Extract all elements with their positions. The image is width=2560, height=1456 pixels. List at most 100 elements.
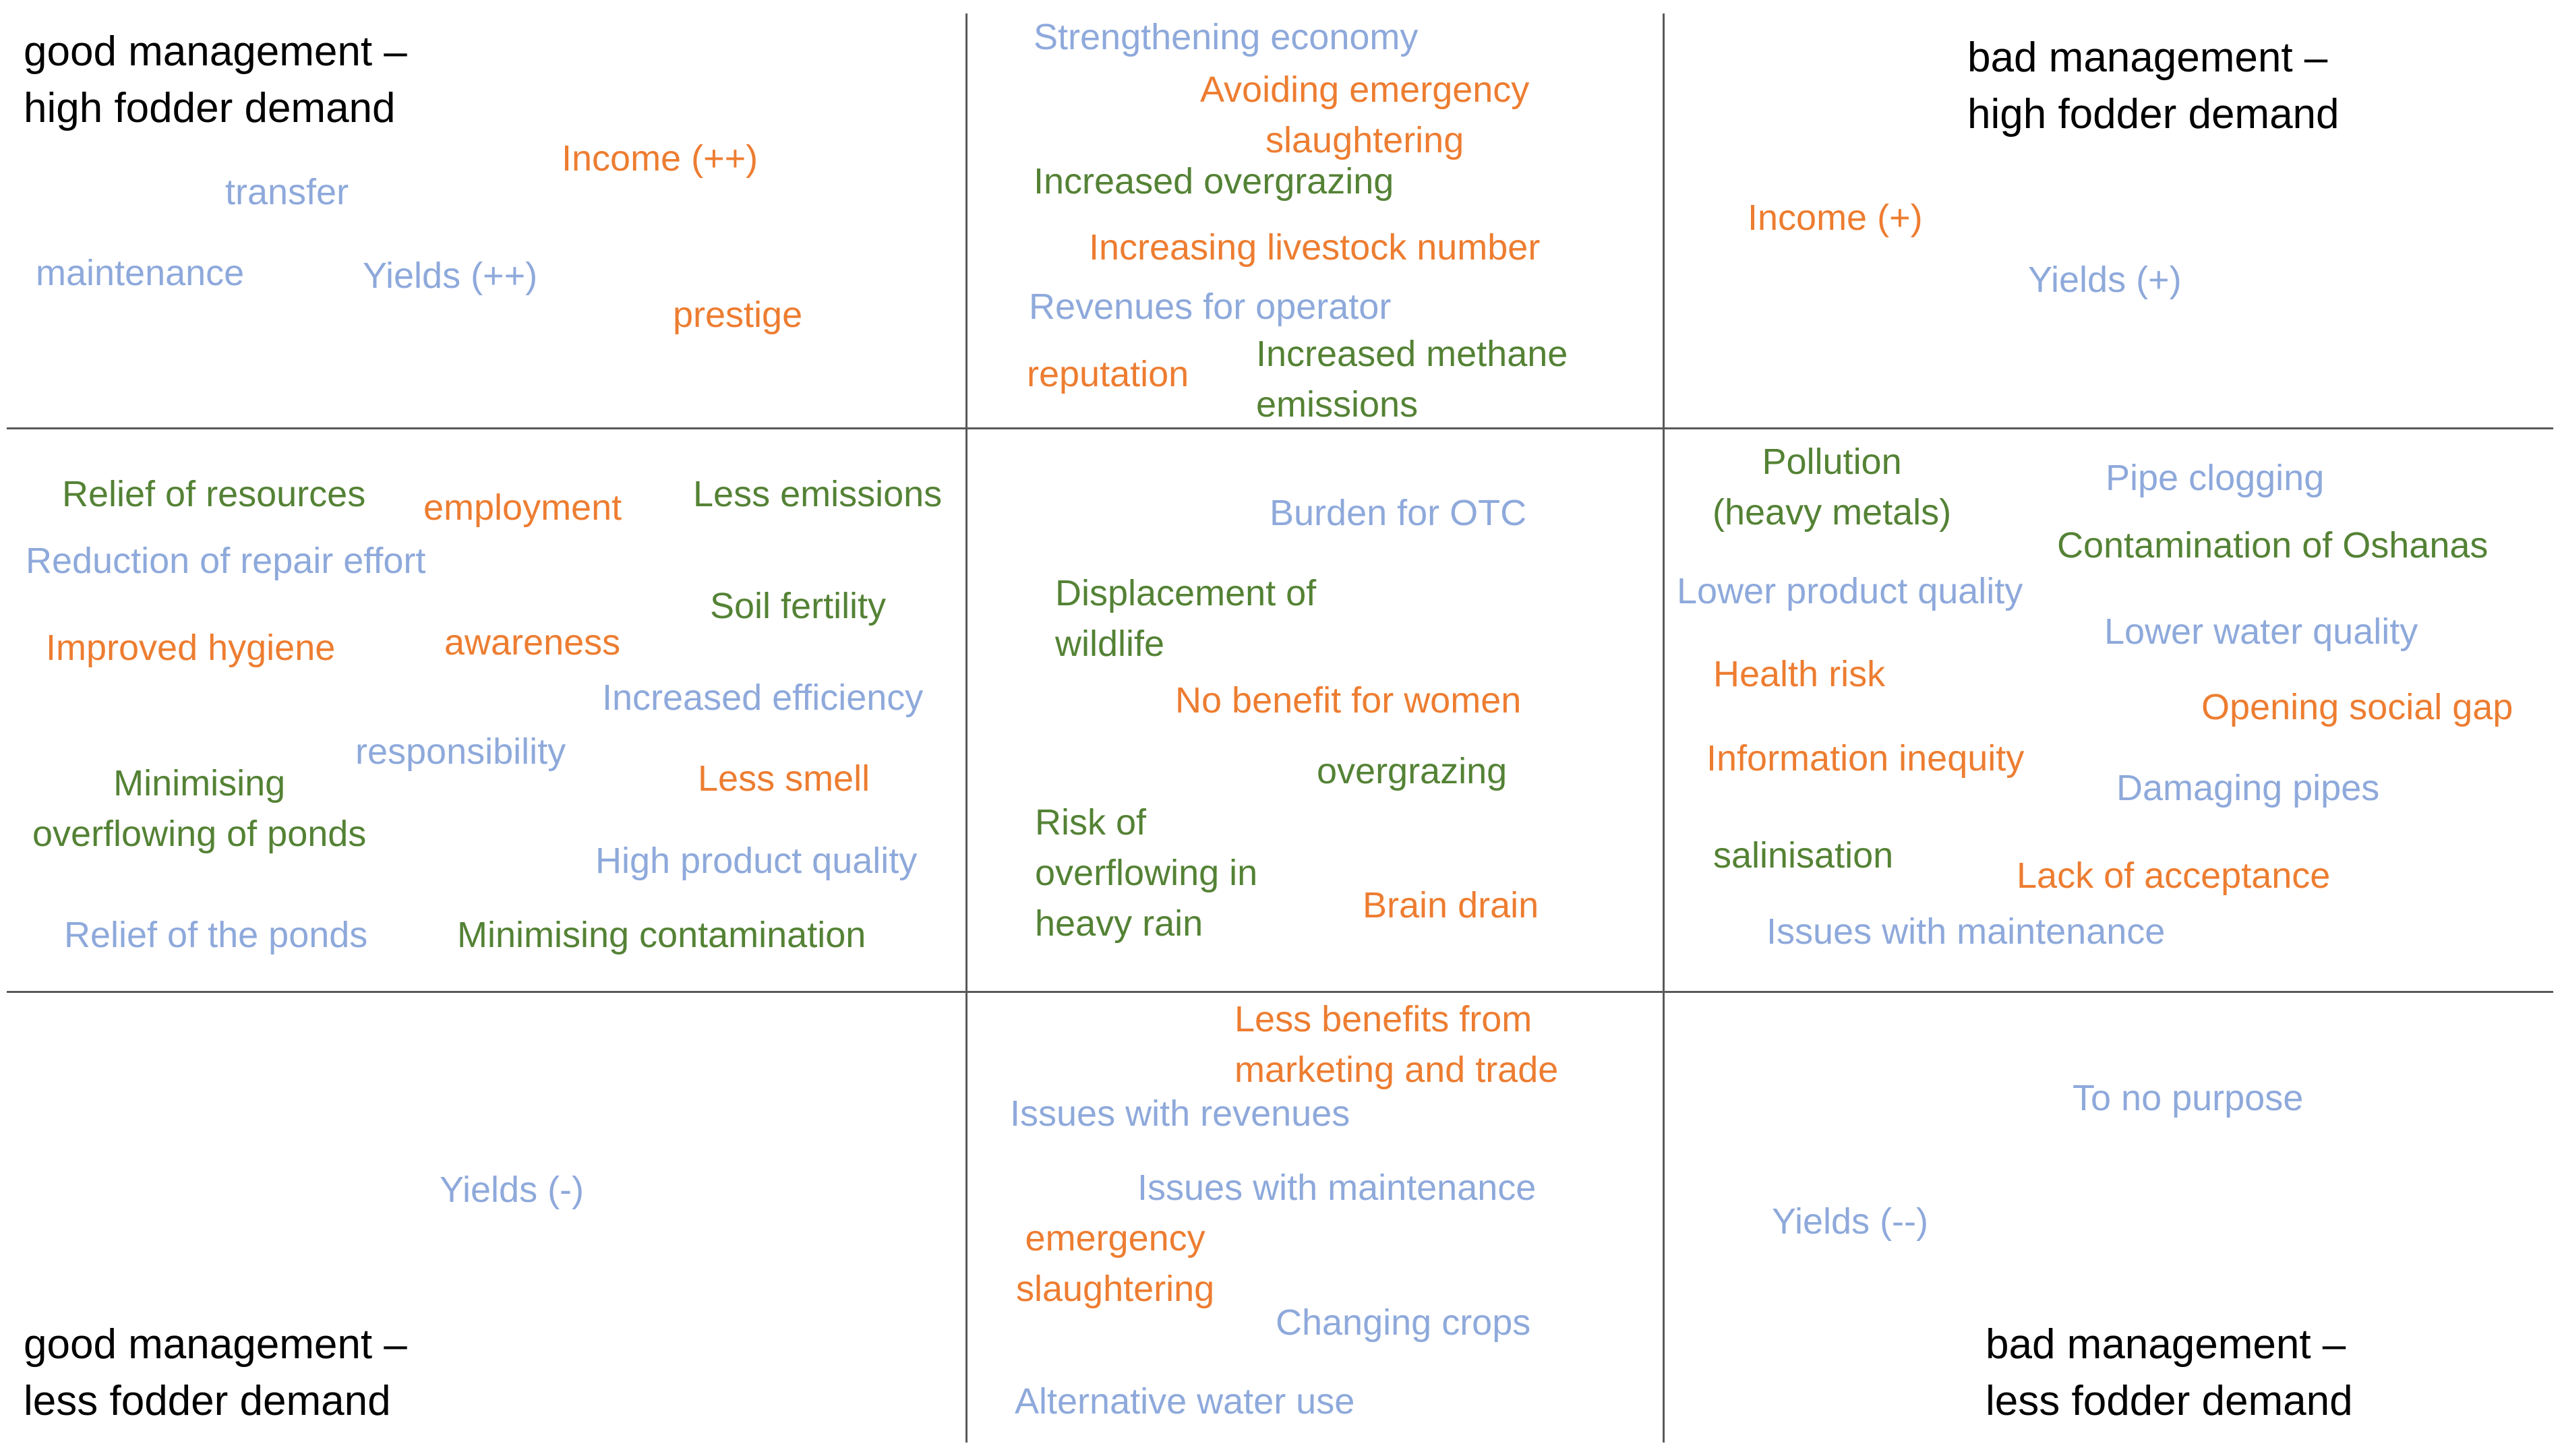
impact-term: Alternative water use [1015,1376,1355,1427]
impact-term-line: Improved hygiene [46,628,336,668]
impact-term: High product quality [595,836,917,886]
impact-term-line: Information inequity [1706,738,2025,779]
impact-term-line: Issues with maintenance [1766,911,2166,952]
impact-term-line: slaughtering [1266,120,1464,160]
impact-term-line: Strengthening economy [1034,17,1419,57]
corner-label-top-right: bad management – high fodder demand [1967,30,2340,143]
impact-term: Increased efficiency [602,673,923,723]
impact-term-line: Opening social gap [2201,687,2513,727]
impact-term: Yields (++) [363,251,537,301]
impact-term-line: emissions [1256,384,1419,425]
impact-term: Lack of acceptance [2017,851,2330,901]
impact-term: Income (++) [562,133,758,184]
impact-term-line: Increased methane [1256,334,1568,374]
impact-term: Health risk [1713,649,1885,700]
impact-term-line: Pipe clogging [2106,458,2325,498]
impact-term-line: Relief of the ponds [64,915,368,955]
impact-term-line: Lack of acceptance [2017,855,2331,896]
impact-term-line: Pollution [1762,442,1902,482]
impact-term-line: Lower product quality [1677,571,2023,611]
impact-term-line: overflowing of ponds [32,814,367,854]
grid-line-vertical-right [1663,13,1665,1443]
impact-term: Issues with maintenance [1766,907,2165,957]
corner-label-line: bad management – [1967,34,2328,81]
impact-term-line: slaughtering [1016,1269,1215,1309]
impact-term: Lower water quality [2104,607,2418,657]
impact-term: Increased overgrazing [1034,156,1394,207]
impact-term-line: Minimising contamination [457,915,866,955]
impact-term: Improved hygiene [46,623,335,673]
impact-term-line: Yields (++) [363,255,538,296]
impact-term-line: Contamination of Oshanas [2057,525,2489,566]
impact-term: Avoiding emergency slaughtering [1200,65,1529,166]
impact-term-line: transfer [225,172,349,212]
impact-term-line: Brain drain [1363,885,1539,926]
impact-term: Less smell [698,754,870,804]
impact-term: Revenues for operator [1029,282,1391,332]
impact-term-line: Less smell [698,758,870,799]
impact-term: reputation [1027,349,1189,400]
impact-term: Damaging pipes [2116,763,2379,814]
impact-term-line: Displacement of [1055,573,1317,613]
impact-term-line: To no purpose [2073,1078,2304,1118]
impact-term-line: wildlife [1055,624,1165,664]
impact-term: Increasing livestock number [1089,222,1540,273]
corner-label-top-left: good management – high fodder demand [24,24,407,137]
impact-term-line: maintenance [36,253,245,293]
impact-term: No benefit for women [1175,675,1521,726]
impact-term-line: heavy rain [1035,903,1203,944]
impact-term: To no purpose [2073,1073,2303,1124]
impact-term: emergency slaughtering [1016,1213,1214,1314]
impact-term: employment [423,483,622,533]
grid-line-vertical-left [965,13,968,1443]
corner-label-bottom-left: good management – less fodder demand [24,1316,407,1430]
impact-term-line: Revenues for operator [1029,286,1392,327]
impact-term: Opening social gap [2201,682,2513,733]
impact-term-line: Increased efficiency [602,677,924,718]
impact-term: Relief of the ponds [64,910,367,961]
impact-term-line: Yields (--) [1772,1201,1929,1242]
impact-term: awareness [444,617,620,668]
impact-term-line: Yields (-) [440,1170,585,1210]
grid-line-horizontal-bottom [7,991,2553,993]
impact-term: Pipe clogging [2106,453,2324,504]
impact-term-line: No benefit for women [1175,680,1522,721]
impact-term: maintenance [36,248,244,299]
impact-term: Issues with maintenance [1137,1163,1536,1213]
impact-term: Yields (+) [2028,255,2182,305]
impact-term: prestige [673,290,802,340]
impact-term: Burden for OTC [1270,488,1526,539]
impact-term: Risk of overflowing in heavy rain [1035,797,1257,949]
impact-term-line: overflowing in [1035,853,1258,893]
impact-term: Relief of resources [62,469,365,520]
impact-term: Brain drain [1363,880,1539,931]
impact-term-line: Reduction of repair effort [26,541,426,581]
impact-term: Lower product quality [1677,566,2023,617]
impact-term: Less benefits from marketing and trade [1234,994,1558,1095]
corner-label-bottom-right: bad management – less fodder demand [1986,1316,2353,1430]
corner-label-line: less fodder demand [1986,1378,2353,1424]
impact-term-line: Relief of resources [62,474,366,514]
impact-term: Pollution (heavy metals) [1713,437,1951,538]
impact-term: Reduction of repair effort [26,536,425,586]
impact-term-line: Health risk [1713,654,1886,694]
impact-term-line: Alternative water use [1015,1381,1355,1422]
impact-term-line: employment [423,487,622,528]
impact-term-line: reputation [1027,354,1189,394]
impact-term-line: Avoiding emergency [1200,69,1530,110]
impact-term-line: Increasing livestock number [1089,227,1541,268]
impact-term-line: High product quality [595,841,918,881]
impact-term-line: Less emissions [693,474,943,514]
impact-term: overgrazing [1317,746,1507,797]
impact-term: transfer [225,167,349,218]
impact-term: salinisation [1713,830,1893,881]
corner-label-line: high fodder demand [1967,91,2340,138]
impact-term: Strengthening economy [1034,12,1418,63]
corner-label-line: bad management – [1986,1321,2346,1368]
impact-term: Minimising contamination [457,910,866,961]
impact-term-line: emergency [1025,1218,1205,1258]
impact-term-line: Income (++) [562,138,758,179]
impact-term-line: overgrazing [1317,751,1508,791]
impact-term-line: Yields (+) [2028,260,2182,300]
